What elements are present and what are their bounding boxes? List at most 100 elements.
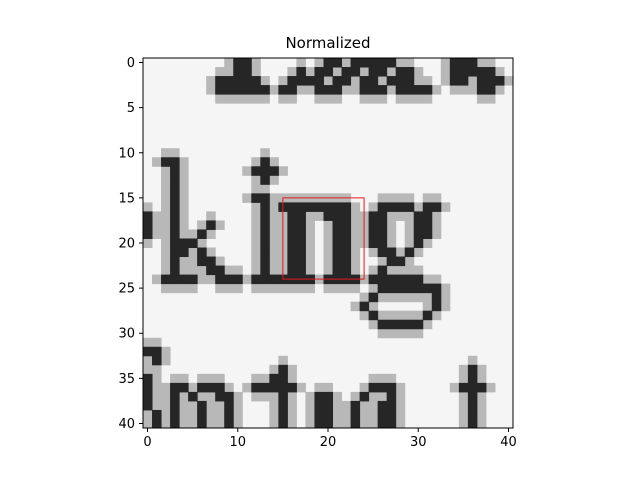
- image-cell: [467, 364, 478, 375]
- image-cell: [359, 67, 370, 77]
- image-cell: [404, 76, 415, 86]
- image-cell: [323, 409, 334, 420]
- image-cell: [368, 274, 379, 285]
- image-cell: [161, 391, 171, 402]
- image-cell: [206, 211, 216, 221]
- image-cell: [197, 409, 207, 420]
- image-cell: [458, 382, 469, 393]
- image-cell: [404, 256, 415, 267]
- image-cell: [287, 229, 297, 239]
- image-cell: [296, 58, 306, 68]
- image-cell: [368, 265, 379, 276]
- image-cell: [323, 220, 334, 230]
- image-cell: [395, 247, 406, 258]
- image-cell: [395, 382, 406, 393]
- image-cell: [404, 85, 415, 95]
- image-cell: [287, 283, 297, 294]
- image-cell: [476, 418, 487, 429]
- image-cell: [215, 391, 225, 402]
- image-cell: [269, 265, 279, 276]
- image-cell: [494, 67, 505, 77]
- image-cell: [323, 67, 334, 77]
- image-cell: [368, 310, 379, 321]
- y-tick-label: 30: [118, 327, 135, 342]
- image-cell: [188, 229, 198, 239]
- image-cell: [323, 400, 334, 411]
- image-cell: [179, 382, 189, 393]
- image-cell: [188, 247, 198, 258]
- image-cell: [251, 58, 261, 68]
- image-cell: [395, 193, 406, 203]
- image-cell: [341, 409, 352, 420]
- image-cell: [350, 301, 361, 312]
- image-cell: [440, 301, 451, 312]
- image-cell: [314, 400, 324, 411]
- image-cell: [251, 211, 261, 221]
- image-cell: [161, 265, 171, 276]
- image-cell: [278, 391, 288, 402]
- image-cell: [395, 391, 406, 402]
- image-cell: [377, 193, 388, 203]
- image-cell: [386, 202, 397, 212]
- image-cell: [296, 211, 306, 221]
- image-cell: [305, 229, 315, 239]
- image-cell: [422, 193, 433, 203]
- image-cell: [485, 94, 496, 104]
- image-cell: [503, 76, 514, 86]
- image-cell: [332, 409, 343, 420]
- image-cell: [242, 76, 252, 86]
- image-cell: [377, 283, 388, 294]
- image-cell: [377, 67, 388, 77]
- image-cell: [395, 409, 406, 420]
- image-cell: [260, 175, 270, 185]
- image-cell: [143, 238, 153, 249]
- image-cell: [233, 67, 243, 77]
- image-cell: [323, 202, 334, 212]
- image-cell: [359, 418, 370, 429]
- image-cell: [386, 418, 397, 429]
- image-cell: [152, 220, 162, 230]
- image-cell: [467, 391, 478, 402]
- image-cell: [215, 94, 225, 104]
- y-tick-label: 0: [127, 56, 135, 71]
- image-cell: [458, 400, 469, 411]
- image-cell: [350, 391, 361, 402]
- image-cell: [161, 166, 171, 176]
- image-cell: [449, 85, 460, 95]
- image-cell: [161, 409, 171, 420]
- image-cell: [341, 229, 352, 239]
- image-cell: [179, 220, 189, 230]
- image-cell: [341, 265, 352, 276]
- image-cell: [368, 220, 379, 230]
- image-cell: [332, 220, 343, 230]
- image-cell: [341, 247, 352, 258]
- image-cell: [161, 229, 171, 239]
- image-cell: [323, 58, 334, 68]
- image-cell: [287, 373, 297, 384]
- image-cell: [161, 382, 171, 393]
- image-cell: [422, 274, 433, 285]
- image-cell: [413, 202, 424, 212]
- image-cell: [260, 247, 270, 258]
- image-cell: [296, 202, 306, 212]
- image-cell: [422, 202, 433, 212]
- image-cell: [161, 283, 171, 294]
- image-cell: [458, 67, 469, 77]
- image-cell: [143, 391, 153, 402]
- image-cell: [332, 211, 343, 221]
- image-cell: [368, 391, 379, 402]
- image-cell: [323, 85, 334, 95]
- image-cell: [377, 94, 388, 104]
- image-cell: [323, 238, 334, 249]
- image-cell: [368, 292, 379, 303]
- image-cell: [332, 94, 343, 104]
- image-cell: [368, 382, 379, 393]
- image-cell: [377, 85, 388, 95]
- image-cell: [269, 175, 279, 185]
- image-cell: [179, 211, 189, 221]
- image-cell: [170, 229, 180, 239]
- image-cell: [386, 310, 397, 321]
- image-cell: [206, 85, 216, 95]
- image-cell: [431, 202, 442, 212]
- image-cell: [197, 247, 207, 258]
